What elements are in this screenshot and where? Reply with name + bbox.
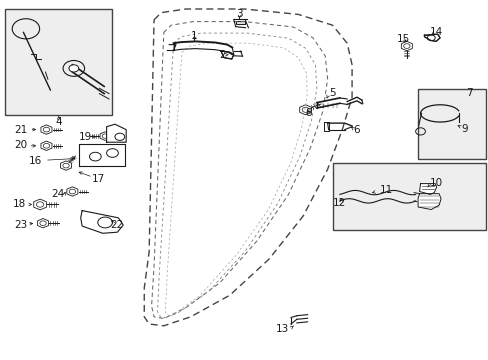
Text: 19: 19 (79, 132, 92, 142)
Bar (5, 9, 112, 115)
Polygon shape (323, 122, 328, 131)
Polygon shape (221, 51, 233, 59)
Polygon shape (38, 219, 48, 228)
Polygon shape (34, 199, 46, 210)
Text: 24: 24 (51, 189, 64, 199)
Text: 2: 2 (219, 50, 225, 60)
Text: 12: 12 (332, 198, 346, 208)
Polygon shape (417, 194, 440, 210)
Text: 22: 22 (109, 220, 123, 230)
Text: 14: 14 (429, 27, 443, 37)
Polygon shape (401, 41, 411, 51)
Polygon shape (81, 211, 123, 233)
Text: 23: 23 (14, 220, 27, 230)
Polygon shape (424, 34, 439, 41)
Polygon shape (79, 144, 124, 166)
Text: 18: 18 (13, 199, 26, 210)
Text: 13: 13 (275, 324, 289, 334)
Polygon shape (106, 124, 126, 142)
Text: 17: 17 (92, 174, 105, 184)
Text: 21: 21 (14, 125, 27, 135)
Polygon shape (41, 141, 52, 150)
Text: 7: 7 (465, 88, 472, 98)
Polygon shape (100, 132, 110, 140)
Polygon shape (419, 184, 436, 194)
Polygon shape (61, 161, 71, 170)
Text: 8: 8 (304, 108, 311, 118)
Text: 1: 1 (191, 31, 198, 41)
Text: 3: 3 (236, 9, 243, 19)
Text: 10: 10 (429, 178, 442, 188)
Text: 6: 6 (353, 125, 360, 135)
Bar (235, 21, 245, 24)
Text: 15: 15 (396, 33, 409, 44)
Text: 11: 11 (379, 185, 392, 195)
Polygon shape (67, 187, 78, 196)
Polygon shape (41, 125, 52, 134)
Text: 20: 20 (14, 140, 27, 150)
Bar (417, 89, 485, 159)
Polygon shape (299, 105, 311, 115)
Bar (332, 163, 485, 230)
Text: 9: 9 (460, 124, 467, 134)
Text: 5: 5 (328, 88, 335, 98)
Circle shape (69, 65, 79, 72)
Text: 4: 4 (55, 117, 62, 127)
Text: 16: 16 (28, 156, 42, 166)
